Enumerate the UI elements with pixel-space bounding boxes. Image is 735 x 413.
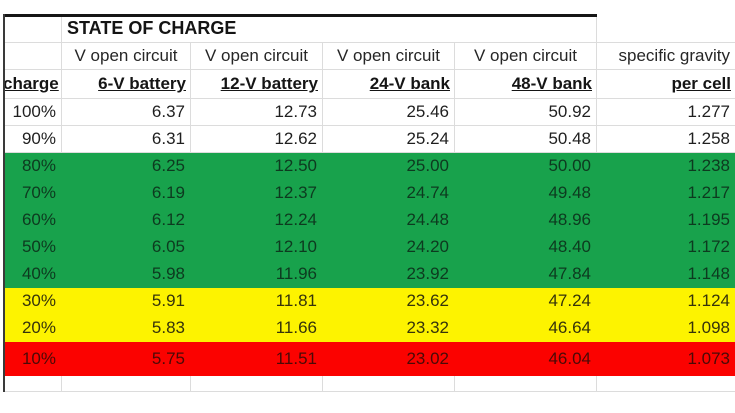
cell-charge[interactable]: 40% — [21, 264, 56, 283]
cell-12v[interactable]: 11.66 — [275, 318, 317, 337]
cell-48v[interactable]: 46.64 — [548, 318, 591, 337]
cell-6v[interactable]: 5.91 — [151, 291, 185, 310]
table-title: STATE OF CHARGE — [62, 14, 597, 43]
col-header-6v-battery: 6-V battery — [62, 70, 191, 99]
cell-charge[interactable]: 30% — [21, 291, 56, 310]
cell-sg[interactable]: 1.277 — [597, 99, 735, 126]
group-header-row: V open circuit V open circuit V open cir… — [3, 43, 735, 70]
table-outer-top-border — [3, 14, 597, 17]
table-row: 10% 5.75 11.51 23.02 46.04 1.073 — [3, 342, 735, 376]
cell-24v[interactable]: 24.74 — [406, 183, 449, 202]
cell-12v[interactable]: 12.24 — [274, 210, 317, 229]
cell-sg[interactable]: 1.098 — [687, 318, 730, 337]
cell-12v[interactable]: 11.81 — [275, 291, 317, 310]
col-header-charge: charge — [3, 70, 62, 99]
col-group-48v: V open circuit — [455, 43, 597, 70]
cell-sg[interactable]: 1.195 — [687, 210, 730, 229]
cell-24v[interactable]: 25.00 — [406, 156, 449, 175]
empty-cell[interactable] — [455, 376, 597, 392]
cell-12v[interactable]: 12.62 — [191, 126, 323, 153]
empty-cell[interactable] — [191, 376, 323, 392]
table-row: 60% 6.12 12.24 24.48 48.96 1.195 — [3, 207, 735, 234]
cell-12v[interactable]: 12.37 — [274, 183, 317, 202]
empty-cell[interactable] — [3, 376, 62, 392]
cell-charge[interactable]: 90% — [3, 126, 62, 153]
cell-charge[interactable]: 60% — [21, 210, 56, 229]
cell-charge[interactable]: 20% — [21, 318, 56, 337]
cell-12v[interactable]: 11.96 — [275, 264, 317, 283]
empty-cell[interactable] — [597, 14, 735, 43]
cell-sg[interactable]: 1.238 — [687, 156, 730, 175]
cell-12v[interactable]: 12.50 — [274, 156, 317, 175]
cell-6v[interactable]: 6.12 — [151, 210, 185, 229]
cell-6v[interactable]: 6.37 — [62, 99, 191, 126]
cell-charge[interactable]: 50% — [21, 237, 56, 256]
cell-48v[interactable]: 49.48 — [548, 183, 591, 202]
empty-cell[interactable] — [323, 376, 455, 392]
cell-sg[interactable]: 1.124 — [687, 291, 730, 310]
cell-24v[interactable]: 25.46 — [323, 99, 455, 126]
cell-sg[interactable]: 1.258 — [597, 126, 735, 153]
table-row: 70% 6.19 12.37 24.74 49.48 1.217 — [3, 180, 735, 207]
cell-charge[interactable]: 100% — [3, 99, 62, 126]
cell-sg[interactable]: 1.217 — [687, 183, 730, 202]
cell-48v[interactable]: 48.40 — [548, 237, 591, 256]
col-group-24v: V open circuit — [323, 43, 455, 70]
empty-cell[interactable] — [62, 376, 191, 392]
cell-48v[interactable]: 47.84 — [548, 264, 591, 283]
cell-12v[interactable]: 12.10 — [274, 237, 317, 256]
cell-6v[interactable]: 6.05 — [151, 237, 185, 256]
cell-24v[interactable]: 23.02 — [406, 349, 449, 368]
cell-charge[interactable]: 70% — [21, 183, 56, 202]
cell-24v[interactable]: 24.48 — [406, 210, 449, 229]
title-row: STATE OF CHARGE — [3, 14, 735, 43]
table-row: 30% 5.91 11.81 23.62 47.24 1.124 — [3, 288, 735, 315]
cell-sg[interactable]: 1.148 — [687, 264, 730, 283]
cell-6v[interactable]: 6.31 — [62, 126, 191, 153]
cell-48v[interactable]: 50.48 — [455, 126, 597, 153]
col-header-48v-bank: 48-V bank — [455, 70, 597, 99]
col-header-24v-bank: 24-V bank — [323, 70, 455, 99]
cell-sg[interactable]: 1.073 — [687, 349, 730, 368]
state-of-charge-table: STATE OF CHARGE V open circuit V open ci… — [3, 14, 735, 392]
cell-sg[interactable]: 1.172 — [687, 237, 730, 256]
cell-charge[interactable]: 80% — [21, 156, 56, 175]
cell-12v[interactable]: 11.51 — [275, 349, 317, 368]
col-header-per-cell: per cell — [597, 70, 735, 99]
cell-24v[interactable]: 23.92 — [406, 264, 449, 283]
table-row: 20% 5.83 11.66 23.32 46.64 1.098 — [3, 315, 735, 342]
cell-6v[interactable]: 5.98 — [151, 264, 185, 283]
cell-48v[interactable]: 48.96 — [548, 210, 591, 229]
col-header-12v-battery: 12-V battery — [191, 70, 323, 99]
table-row: 50% 6.05 12.10 24.20 48.40 1.172 — [3, 234, 735, 261]
empty-row — [3, 376, 735, 392]
col-group-6v: V open circuit — [62, 43, 191, 70]
empty-cell[interactable] — [3, 43, 62, 70]
col-group-specific-gravity: specific gravity — [597, 43, 735, 70]
cell-48v[interactable]: 50.00 — [548, 156, 591, 175]
cell-24v[interactable]: 24.20 — [406, 237, 449, 256]
table-row: 40% 5.98 11.96 23.92 47.84 1.148 — [3, 261, 735, 288]
table-row: 100% 6.37 12.73 25.46 50.92 1.277 — [3, 99, 735, 126]
empty-cell[interactable] — [3, 14, 62, 43]
table-row: 90% 6.31 12.62 25.24 50.48 1.258 — [3, 126, 735, 153]
cell-24v[interactable]: 23.32 — [406, 318, 449, 337]
col-group-12v: V open circuit — [191, 43, 323, 70]
cell-6v[interactable]: 6.19 — [151, 183, 185, 202]
cell-6v[interactable]: 5.83 — [151, 318, 185, 337]
cell-48v[interactable]: 46.04 — [548, 349, 591, 368]
cell-24v[interactable]: 25.24 — [323, 126, 455, 153]
cell-24v[interactable]: 23.62 — [406, 291, 449, 310]
cell-48v[interactable]: 50.92 — [455, 99, 597, 126]
cell-6v[interactable]: 6.25 — [151, 156, 185, 175]
cell-6v[interactable]: 5.75 — [151, 349, 185, 368]
cell-charge[interactable]: 10% — [21, 349, 56, 368]
table-row: 80% 6.25 12.50 25.00 50.00 1.238 — [3, 153, 735, 180]
column-header-row: charge 6-V battery 12-V battery 24-V ban… — [3, 70, 735, 99]
cell-12v[interactable]: 12.73 — [191, 99, 323, 126]
cell-48v[interactable]: 47.24 — [548, 291, 591, 310]
table-outer-left-border — [3, 14, 5, 392]
empty-cell[interactable] — [597, 376, 735, 392]
